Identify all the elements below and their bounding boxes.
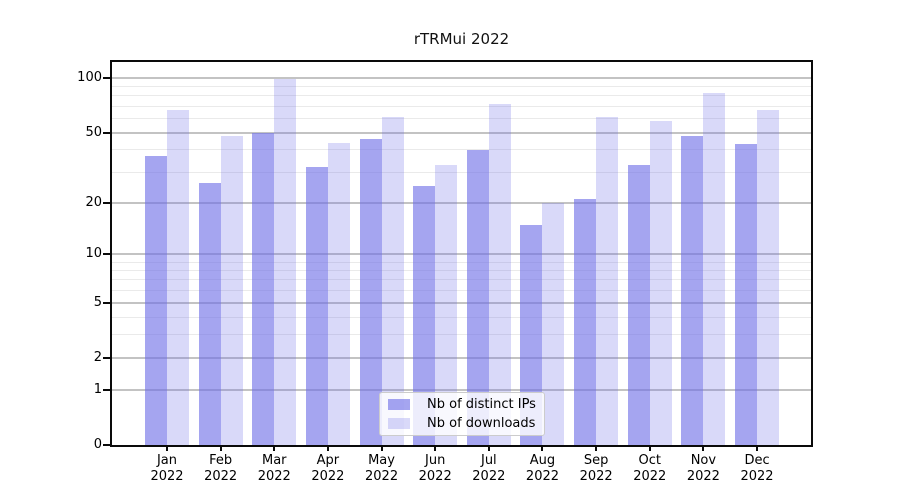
minor-gridline-4 <box>112 316 811 318</box>
x-tick-label-nov-2022: Nov 2022 <box>686 453 720 484</box>
major-gridline-5 <box>112 301 811 304</box>
x-tick-mark-dec-2022 <box>756 445 759 451</box>
bar-nb-of-distinct-ips-oct-2022 <box>627 164 650 445</box>
y-tick-label-2: 2 <box>93 349 102 365</box>
bar-nb-of-downloads-dec-2022 <box>757 109 780 445</box>
y-tick-mark-20 <box>103 202 110 205</box>
x-tick-mark-jul-2022 <box>487 445 490 451</box>
y-tick-mark-5 <box>103 301 110 304</box>
minor-gridline-70 <box>112 105 811 107</box>
bar-nb-of-downloads-mar-2022 <box>274 79 297 445</box>
minor-gridline-40 <box>112 149 811 151</box>
bar-nb-of-distinct-ips-feb-2022 <box>198 183 221 445</box>
legend-label-downloads: Nb of downloads <box>427 415 536 431</box>
minor-gridline-60 <box>112 117 811 119</box>
x-tick-label-oct-2022: Oct 2022 <box>633 453 667 484</box>
minor-gridline-90 <box>112 86 811 87</box>
legend-item-distinct-ips: Nb of distinct IPs <box>388 396 536 414</box>
x-tick-label-jul-2022: Jul 2022 <box>472 453 506 484</box>
y-tick-mark-50 <box>103 131 110 134</box>
x-tick-label-sep-2022: Sep 2022 <box>579 453 613 484</box>
bar-nb-of-downloads-apr-2022 <box>327 142 350 445</box>
minor-gridline-6 <box>112 289 811 291</box>
x-tick-mark-aug-2022 <box>541 445 544 451</box>
x-tick-label-dec-2022: Dec 2022 <box>740 453 774 484</box>
x-tick-mark-mar-2022 <box>273 445 276 451</box>
legend-swatch-downloads-icon <box>388 417 410 429</box>
chart-title: rTRMui 2022 <box>413 30 510 48</box>
minor-gridline-80 <box>112 95 811 97</box>
x-tick-mark-apr-2022 <box>326 445 329 451</box>
x-tick-mark-may-2022 <box>380 445 383 451</box>
bar-nb-of-distinct-ips-jul-2022 <box>466 149 489 445</box>
legend-item-downloads: Nb of downloads <box>388 414 536 432</box>
bar-nb-of-downloads-jun-2022 <box>435 164 458 445</box>
y-tick-mark-2 <box>103 356 110 359</box>
bar-nb-of-distinct-ips-may-2022 <box>359 139 382 445</box>
x-tick-label-feb-2022: Feb 2022 <box>204 453 238 484</box>
bar-nb-of-distinct-ips-jun-2022 <box>413 186 436 445</box>
y-tick-mark-100 <box>103 77 110 80</box>
minor-gridline-30 <box>112 171 811 173</box>
x-tick-mark-sep-2022 <box>595 445 598 451</box>
bar-nb-of-downloads-jan-2022 <box>167 109 189 445</box>
minor-gridline-3 <box>112 334 811 336</box>
bar-nb-of-downloads-nov-2022 <box>703 92 726 445</box>
minor-gridline-9 <box>112 261 811 263</box>
minor-gridline-8 <box>112 269 811 271</box>
x-tick-label-jun-2022: Jun 2022 <box>418 453 452 484</box>
y-tick-label-10: 10 <box>85 246 102 262</box>
y-tick-label-20: 20 <box>85 195 102 211</box>
major-gridline-10 <box>112 253 811 256</box>
major-gridline-20 <box>112 202 811 205</box>
bar-nb-of-distinct-ips-dec-2022 <box>735 144 758 445</box>
x-tick-mark-nov-2022 <box>702 445 705 451</box>
plot-area <box>112 62 811 445</box>
y-tick-label-50: 50 <box>85 124 102 140</box>
legend-swatch-distinct-ips-icon <box>388 399 410 411</box>
bar-nb-of-downloads-feb-2022 <box>220 135 243 445</box>
x-tick-mark-jan-2022 <box>166 445 168 451</box>
y-tick-label-5: 5 <box>93 294 102 310</box>
y-tick-mark-1 <box>103 388 110 391</box>
bar-nb-of-distinct-ips-nov-2022 <box>681 135 704 445</box>
y-tick-label-0: 0 <box>93 437 102 452</box>
x-tick-label-mar-2022: Mar 2022 <box>257 453 291 484</box>
legend-label-distinct-ips: Nb of distinct IPs <box>427 397 536 413</box>
minor-gridline-7 <box>112 279 811 281</box>
legend: Nb of distinct IPs Nb of downloads <box>379 392 545 436</box>
major-gridline-2 <box>112 356 811 359</box>
y-tick-mark-0 <box>103 444 110 446</box>
x-tick-mark-oct-2022 <box>648 445 651 451</box>
y-tick-label-1: 1 <box>93 381 102 397</box>
x-tick-label-jan-2022: Jan 2022 <box>150 453 184 484</box>
bar-nb-of-downloads-sep-2022 <box>596 117 619 445</box>
major-gridline-100 <box>112 77 811 80</box>
bar-nb-of-downloads-oct-2022 <box>649 120 672 445</box>
x-tick-mark-jun-2022 <box>434 445 437 451</box>
bar-nb-of-downloads-jul-2022 <box>488 104 511 445</box>
bar-nb-of-distinct-ips-apr-2022 <box>305 167 328 445</box>
y-tick-mark-10 <box>103 253 110 256</box>
bar-nb-of-distinct-ips-aug-2022 <box>520 224 543 445</box>
major-gridline-1 <box>112 388 811 391</box>
bar-nb-of-downloads-aug-2022 <box>542 203 565 445</box>
x-tick-label-may-2022: May 2022 <box>365 453 399 484</box>
x-tick-label-aug-2022: Aug 2022 <box>525 453 560 484</box>
bar-nb-of-distinct-ips-sep-2022 <box>574 199 597 445</box>
plot-spines <box>110 60 813 447</box>
y-tick-label-100: 100 <box>77 70 102 86</box>
bar-nb-of-distinct-ips-jan-2022 <box>145 155 167 445</box>
major-gridline-50 <box>112 131 811 134</box>
x-tick-mark-feb-2022 <box>219 445 222 451</box>
bar-nb-of-distinct-ips-mar-2022 <box>252 132 275 445</box>
x-tick-label-apr-2022: Apr 2022 <box>311 453 345 484</box>
bar-nb-of-downloads-may-2022 <box>381 117 404 445</box>
